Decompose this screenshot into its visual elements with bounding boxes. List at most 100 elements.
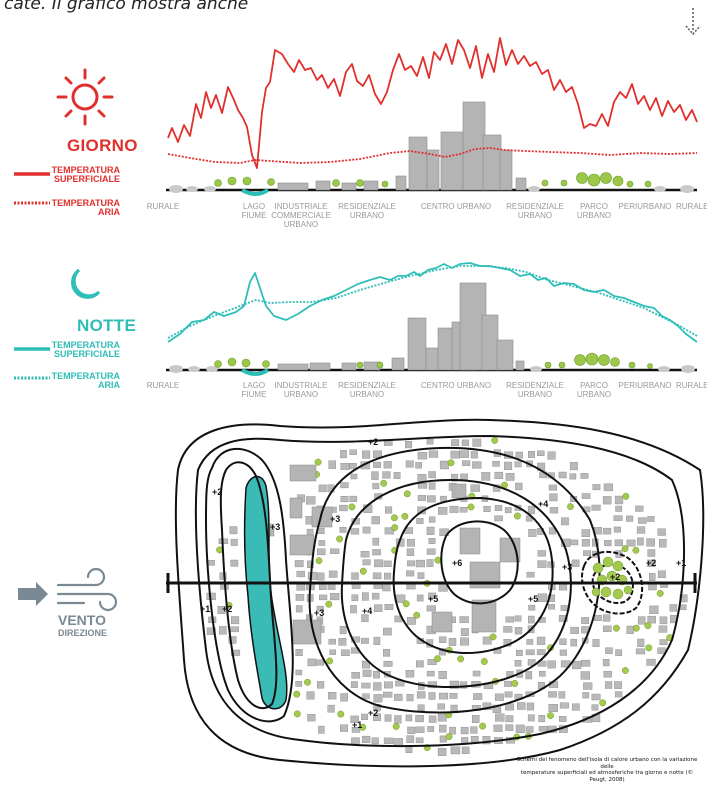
map-house [415, 462, 423, 469]
iso-label: +2 [368, 437, 378, 447]
map-house [328, 638, 336, 645]
map-house [406, 617, 416, 625]
map-house [626, 539, 636, 547]
map-house [637, 537, 644, 546]
map-house [438, 648, 446, 656]
map-house [604, 540, 612, 547]
heat-island-map [166, 418, 705, 768]
night-buildings [277, 282, 525, 371]
map-house [581, 659, 591, 667]
map-trees [216, 436, 674, 752]
map-house [614, 495, 624, 505]
map-tree [348, 503, 356, 511]
iso-label: +4 [538, 499, 548, 509]
map-house [296, 570, 305, 578]
iso-label: +4 [362, 606, 372, 616]
map-tree [645, 644, 653, 652]
iso-label: +1 [200, 604, 210, 614]
map-house [306, 691, 315, 700]
iso-label: +2 [368, 708, 378, 718]
map-house [482, 702, 492, 710]
map-house [591, 704, 599, 711]
map-house [382, 471, 391, 479]
map-house [415, 715, 424, 723]
map-house [437, 713, 447, 722]
map-house [495, 713, 505, 722]
night-trees [214, 352, 653, 369]
map-tree [359, 567, 367, 575]
map-house [306, 528, 314, 535]
day-profile [166, 37, 698, 196]
map-house [351, 594, 359, 602]
map-house [294, 560, 304, 568]
night-river [241, 368, 270, 376]
map-tree [325, 600, 333, 608]
map-house [330, 548, 340, 554]
map-house [449, 680, 459, 689]
map-house [538, 715, 546, 723]
map-tree [380, 479, 388, 487]
map-house [417, 704, 425, 711]
map-house [527, 659, 536, 666]
map-house [659, 539, 667, 548]
map-house [462, 460, 471, 467]
map-house [626, 515, 634, 522]
map-house [492, 704, 502, 714]
map-tree [547, 712, 554, 720]
map-tree [621, 667, 629, 674]
map-house [636, 526, 646, 534]
map-house [350, 605, 357, 614]
zone-label-day: RURALE [146, 202, 180, 211]
map-house [449, 693, 458, 699]
map-house [528, 604, 536, 611]
map-house [547, 660, 556, 669]
map-house [602, 614, 611, 622]
map-house [230, 559, 239, 567]
map-house [406, 538, 415, 547]
iso-label: +3 [330, 514, 340, 524]
night-title: NOTTE [77, 316, 137, 335]
map-house [327, 704, 335, 713]
map-house [406, 570, 415, 577]
map-house [614, 539, 623, 547]
map-house [416, 518, 424, 524]
map-house [461, 439, 470, 446]
map-house [460, 637, 469, 646]
map-house [494, 515, 503, 522]
map-tree [632, 546, 640, 554]
map-house [493, 724, 503, 732]
map-house [428, 516, 436, 523]
map-tree [644, 622, 652, 630]
map-house [538, 726, 548, 732]
wind-direction-line [166, 573, 697, 593]
map-house [570, 638, 577, 647]
map-house [547, 451, 556, 460]
map-tree [326, 657, 334, 665]
map-house [230, 538, 238, 546]
map-house [439, 460, 449, 470]
map-house [426, 439, 434, 445]
map-house [317, 681, 325, 689]
map-tree [434, 655, 441, 663]
map-tree [656, 589, 664, 597]
map-house [351, 727, 361, 733]
iso-label: +1 [676, 558, 686, 568]
map-house [537, 550, 546, 557]
night-air-curve [167, 265, 698, 339]
map-house [581, 529, 591, 538]
map-house [362, 735, 371, 743]
map-house [330, 593, 340, 601]
map-house [405, 746, 413, 753]
wind-icon [18, 567, 118, 612]
map-house [406, 735, 415, 743]
zone-label-night: RESIDENZIALE URBANO [338, 381, 396, 399]
map-house [505, 473, 515, 481]
map-house [417, 572, 425, 579]
moon-icon [71, 268, 101, 299]
map-house [514, 627, 523, 635]
map-house [350, 715, 359, 723]
map-house [428, 482, 436, 490]
map-house [472, 438, 482, 447]
iso-label: +3 [270, 522, 280, 532]
map-house [230, 616, 240, 625]
